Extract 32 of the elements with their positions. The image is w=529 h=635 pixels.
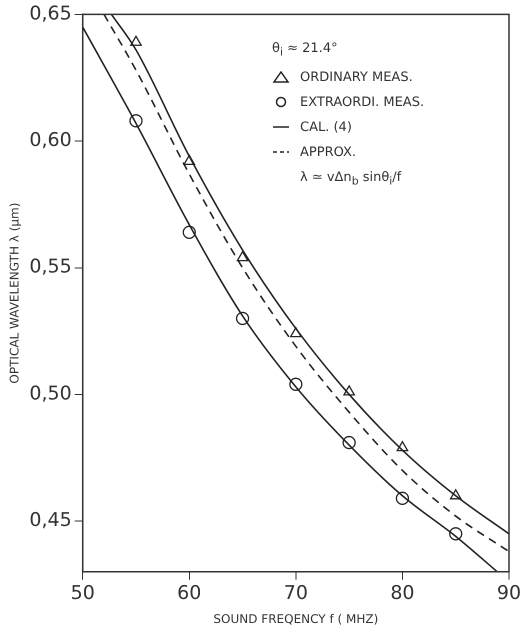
point	[396, 441, 408, 452]
annotation: θ$_{i}$ ≈ 21.4°	[272, 40, 339, 61]
y-tick-label: 0,60	[29, 129, 72, 152]
y-axis-title: OPTICAL WAVELENGTH λ (μm)	[7, 202, 22, 384]
x-axis-title: SOUND FREQENCY f ( MHZ)	[213, 612, 378, 626]
point	[343, 385, 355, 396]
legend-label: EXTRAORDI. MEAS.	[300, 94, 424, 112]
legend-label: APPROX.	[300, 144, 356, 162]
x-tick-label: 80	[390, 582, 415, 604]
y-tick-label: 0,55	[29, 256, 72, 278]
point	[129, 114, 143, 128]
y-tick-label: 0,50	[29, 382, 72, 404]
point	[130, 36, 142, 46]
x-tick-label: 60	[177, 582, 202, 604]
point	[236, 250, 248, 262]
point	[290, 326, 302, 338]
point	[396, 492, 410, 505]
point	[450, 489, 462, 500]
point	[289, 378, 303, 391]
legend-label: ORDINARY MEAS.	[300, 68, 413, 87]
legend-label: CAL. (4)	[300, 118, 352, 137]
annotation: λ ≃ vΔn$_{b}$ sinθ$_{i}$/f	[299, 168, 402, 190]
point	[236, 312, 250, 326]
point	[449, 527, 462, 540]
x-tick-label: 50	[70, 582, 95, 604]
x-tick-label: 70	[284, 582, 308, 604]
y-tick-label: 0,65	[29, 2, 72, 24]
point	[342, 436, 356, 450]
y-tick-label: 0,45	[29, 509, 72, 532]
point	[182, 226, 196, 239]
x-tick-label: 90	[496, 582, 522, 604]
point	[183, 154, 196, 165]
